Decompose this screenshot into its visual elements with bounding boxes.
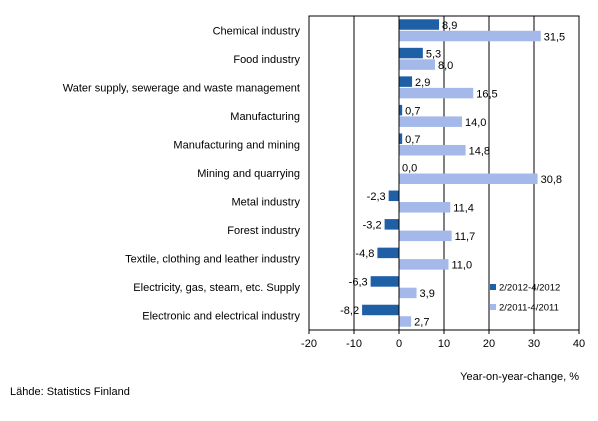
bar-series-1 [370, 276, 399, 287]
tick-label: 0 [396, 338, 402, 350]
tick-label: 10 [438, 338, 450, 350]
data-label: 2,7 [414, 317, 429, 329]
data-labels: 8,9 31,5 5,38,0 2,9 16,5 0,7 14,0 0,7 14,8 0,0 30,… [340, 20, 565, 329]
tick-label: 40 [573, 338, 585, 350]
data-label: 8,9 [442, 20, 457, 32]
data-label: 8,0 [438, 60, 453, 72]
bar-series-2 [399, 30, 541, 42]
source-note: Lähde: Statistics Finland [10, 386, 130, 398]
bar-series-2 [399, 287, 417, 299]
data-label: -4,8 [355, 248, 374, 260]
data-label: -3,2 [363, 220, 382, 232]
bar-series-2 [399, 259, 449, 270]
bar-series-2 [399, 173, 538, 184]
gridlines [353, 16, 535, 330]
legend-swatch [490, 284, 496, 290]
legend-label: 2/2012-4/2012 [499, 283, 560, 294]
category-label: Electricity, gas, steam, etc. Supply [133, 282, 300, 294]
bar-series-2 [399, 202, 451, 213]
bar-series-1 [399, 19, 440, 30]
data-label: 11,7 [455, 231, 476, 243]
data-label: 14,0 [465, 117, 486, 129]
bar-series-2 [399, 230, 452, 242]
data-label: 0,7 [405, 105, 420, 117]
data-label: 11,0 [452, 260, 473, 272]
legend-label: 2/2011-4/2011 [499, 303, 559, 314]
bar-series-2 [399, 87, 474, 99]
category-label: Electronic and electrical industry [142, 311, 300, 323]
bar-series-1 [362, 304, 399, 316]
bar-series-2 [399, 116, 462, 127]
bar-series-2 [399, 144, 466, 156]
bar-series-2 [399, 316, 412, 327]
axes [308, 15, 580, 334]
category-labels: Chemical industry Food industry Water supp… [63, 25, 301, 322]
bars [362, 19, 541, 327]
legend-swatch [490, 304, 496, 310]
category-label: Mining and quarrying [197, 168, 300, 180]
category-label: Metal industry [232, 197, 301, 209]
tick-label: 30 [528, 338, 540, 350]
category-label: Forest industry [227, 225, 300, 237]
data-label: -8,2 [340, 305, 359, 317]
data-label: -6,3 [349, 277, 368, 289]
category-label: Manufacturing [230, 111, 300, 123]
bar-series-1 [399, 133, 403, 144]
tick-label: -20 [301, 338, 317, 350]
bar-series-1 [399, 104, 403, 116]
data-label: 5,3 [426, 48, 441, 60]
data-label: 31,5 [544, 31, 565, 43]
tick-labels: -20 -10 0 10 20 30 40 [301, 338, 585, 350]
data-label: 2,9 [415, 77, 430, 89]
data-label: 16,5 [476, 88, 497, 100]
x-axis-label: Year-on-year-change, % [460, 371, 579, 383]
bar-series-1 [384, 219, 399, 230]
data-label: 0,7 [405, 134, 420, 146]
bar-series-2 [399, 59, 435, 70]
data-label: 14,8 [469, 145, 490, 157]
bar-series-1 [399, 76, 413, 87]
bar-series-1 [399, 47, 423, 59]
category-label: Manufacturing and mining [173, 139, 300, 151]
bar-series-1 [388, 190, 399, 202]
category-label: Water supply, sewerage and waste managem… [63, 82, 300, 94]
bar-series-1 [377, 247, 399, 259]
data-label: 3,9 [420, 288, 435, 300]
category-label: Chemical industry [213, 25, 301, 37]
tick-label: -10 [346, 338, 362, 350]
data-label: 11,4 [453, 203, 474, 215]
data-label: 30,8 [541, 174, 562, 186]
tick-label: 20 [483, 338, 495, 350]
category-label: Food industry [233, 54, 300, 66]
legend: 2/2012-4/2012 2/2011-4/2011 [490, 283, 560, 314]
data-label: -2,3 [367, 191, 386, 203]
category-label: Textile, clothing and leather industry [125, 254, 300, 266]
data-label: 0,0 [402, 163, 417, 175]
